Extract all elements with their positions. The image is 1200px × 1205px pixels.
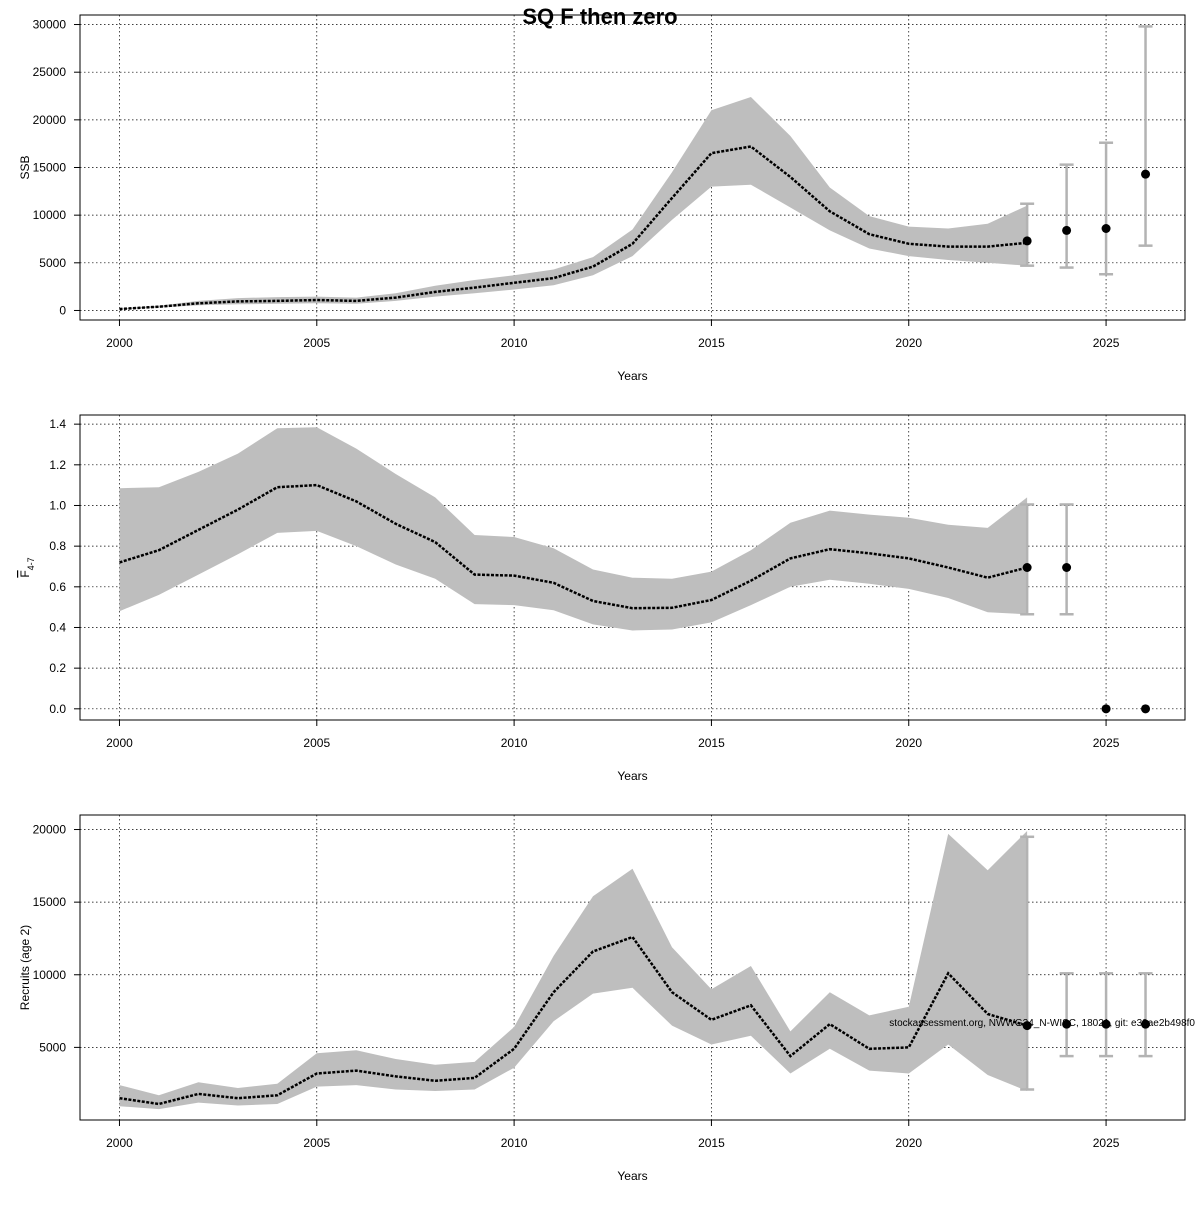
forecast-point (1062, 1019, 1072, 1029)
y-tick-label: 0.6 (49, 580, 66, 594)
x-tick-label: 2025 (1093, 336, 1120, 350)
x-tick-label: 2000 (106, 336, 133, 350)
x-axis-title: Years (617, 369, 647, 383)
y-tick-label: 0.4 (49, 620, 66, 634)
x-axis-title: Years (617, 1169, 647, 1183)
confidence-band (119, 427, 1028, 631)
x-tick-label: 2025 (1093, 736, 1120, 750)
confidence-band (119, 97, 1028, 310)
y-tick-label: 0 (59, 303, 66, 317)
y-tick-label: 10000 (33, 208, 67, 222)
plot-frame (79, 414, 1186, 721)
forecast-point (1141, 1019, 1151, 1029)
forecast-point (1101, 704, 1111, 714)
forecast-point (1141, 169, 1151, 179)
forecast-point (1062, 563, 1072, 572)
figure-title: SQ F then zero (522, 4, 677, 29)
estimate-line (119, 935, 1028, 1106)
x-tick-label: 2020 (895, 736, 922, 750)
x-tick-label: 2000 (106, 1136, 133, 1150)
x-tick-label: 2005 (303, 736, 330, 750)
y-tick-label: 5000 (39, 1040, 66, 1054)
y-tick-label: 1.2 (49, 458, 66, 472)
x-tick-label: 2015 (698, 336, 725, 350)
estimate-line (119, 483, 1028, 610)
forecast-point (1101, 1019, 1111, 1029)
y-tick-label: 1.0 (49, 498, 66, 512)
plot-frame (79, 814, 1186, 1121)
x-tick-label: 2005 (303, 1136, 330, 1150)
y-tick-label: 20000 (33, 113, 67, 127)
y-tick-label: 5000 (39, 256, 66, 270)
forecast-point (1062, 225, 1072, 235)
y-tick-label: 1.4 (49, 417, 66, 431)
x-tick-label: 2025 (1093, 1136, 1120, 1150)
x-tick-label: 2010 (501, 736, 528, 750)
confidence-band (119, 831, 1028, 1110)
x-tick-label: 2020 (895, 336, 922, 350)
panel-3: 2000 2005 2010 2015 2020 2025 5000 10000 15000 20… (18, 814, 1186, 1183)
x-tick-label: 2020 (895, 1136, 922, 1150)
y-tick-label: 10000 (33, 968, 67, 982)
x-tick-label: 2010 (501, 336, 528, 350)
y-tick-label: 30000 (33, 18, 67, 32)
y-axis-title: F4-7 (18, 557, 36, 577)
watermark-text: stockassessment.org, NWWG24_N-WISC, 1802… (889, 1018, 1195, 1029)
y-tick-label: 20000 (33, 823, 67, 837)
x-tick-label: 2005 (303, 336, 330, 350)
x-tick-label: 2000 (106, 736, 133, 750)
estimate-line (119, 145, 1028, 311)
y-axis-title: Recruits (age 2) (18, 925, 32, 1010)
y-tick-label: 15000 (33, 895, 67, 909)
y-tick-label: 0.2 (49, 661, 66, 675)
y-tick-label: 25000 (33, 65, 67, 79)
x-tick-label: 2015 (698, 1136, 725, 1150)
y-axis-title: SSB (18, 155, 32, 179)
panel-1: 2000 2005 2010 2015 2020 2025 0 5000 10000 15000 2… (18, 14, 1186, 383)
panel-2: 2000 2005 2010 2015 2020 2025 0.0 0.2 0.4 0.6 0.8 1… (18, 414, 1186, 783)
forecast-point (1022, 563, 1032, 572)
forecast-point (1022, 236, 1032, 246)
forecast-point (1101, 224, 1111, 233)
x-axis-title: Years (617, 769, 647, 783)
forecast-point (1022, 1021, 1032, 1031)
y-tick-label: 0.8 (49, 539, 66, 553)
y-tick-label: 15000 (33, 161, 67, 175)
x-tick-label: 2015 (698, 736, 725, 750)
x-tick-label: 2010 (501, 1136, 528, 1150)
forecast-point (1141, 704, 1151, 714)
y-tick-label: 0.0 (49, 702, 66, 716)
